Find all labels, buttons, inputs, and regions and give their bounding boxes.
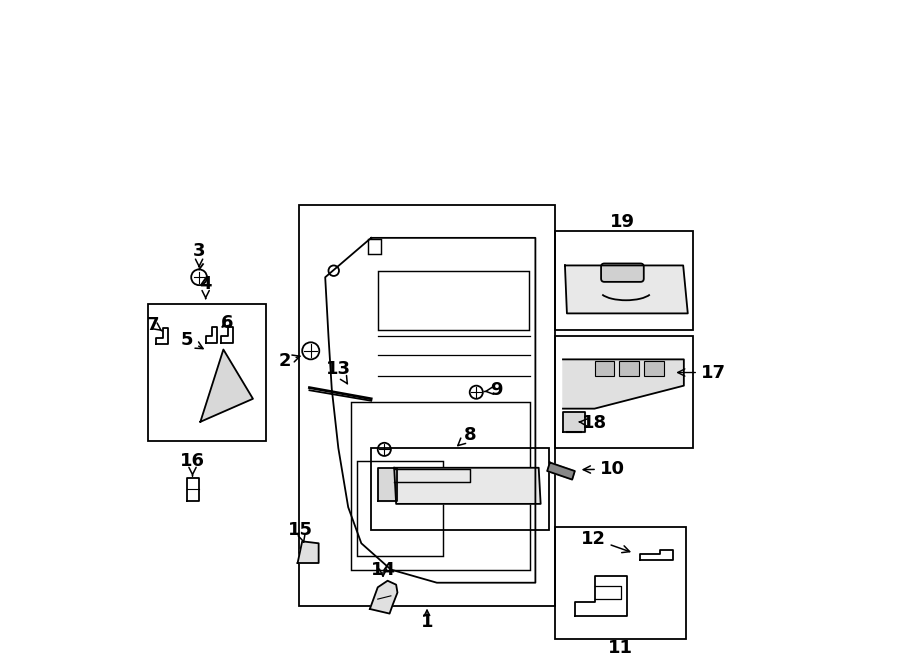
Bar <box>352 402 530 570</box>
Text: 6: 6 <box>220 314 233 332</box>
Text: 16: 16 <box>180 452 205 476</box>
Polygon shape <box>563 360 684 408</box>
FancyBboxPatch shape <box>601 264 644 282</box>
Text: 9: 9 <box>484 381 502 399</box>
Bar <box>555 231 693 330</box>
Text: 18: 18 <box>579 414 608 432</box>
Text: 13: 13 <box>326 360 351 384</box>
Bar <box>299 205 555 605</box>
Text: 4: 4 <box>200 275 212 299</box>
Text: 1: 1 <box>421 613 433 631</box>
Bar <box>644 362 664 376</box>
Text: 17: 17 <box>678 364 726 381</box>
Text: 11: 11 <box>608 639 634 658</box>
Text: 19: 19 <box>610 213 635 231</box>
Text: 14: 14 <box>371 561 395 578</box>
Text: 12: 12 <box>580 529 630 553</box>
Bar <box>378 271 529 330</box>
Polygon shape <box>394 468 541 504</box>
Bar <box>619 362 639 376</box>
Text: 15: 15 <box>288 521 312 542</box>
Bar <box>555 336 693 448</box>
Polygon shape <box>201 350 253 422</box>
Polygon shape <box>298 541 319 563</box>
Text: 3: 3 <box>193 242 205 266</box>
Text: 2: 2 <box>278 352 300 370</box>
Bar <box>595 362 614 376</box>
Polygon shape <box>563 412 585 432</box>
Polygon shape <box>378 468 398 500</box>
Text: 8: 8 <box>458 426 476 446</box>
Text: 7: 7 <box>147 315 162 334</box>
Polygon shape <box>565 266 688 313</box>
Bar <box>368 239 381 254</box>
Polygon shape <box>370 581 398 613</box>
Bar <box>148 303 266 442</box>
Text: 10: 10 <box>583 460 625 478</box>
Polygon shape <box>547 463 575 480</box>
Bar <box>555 527 687 639</box>
Text: 5: 5 <box>181 330 203 348</box>
Bar <box>371 448 548 530</box>
Bar <box>356 461 444 557</box>
